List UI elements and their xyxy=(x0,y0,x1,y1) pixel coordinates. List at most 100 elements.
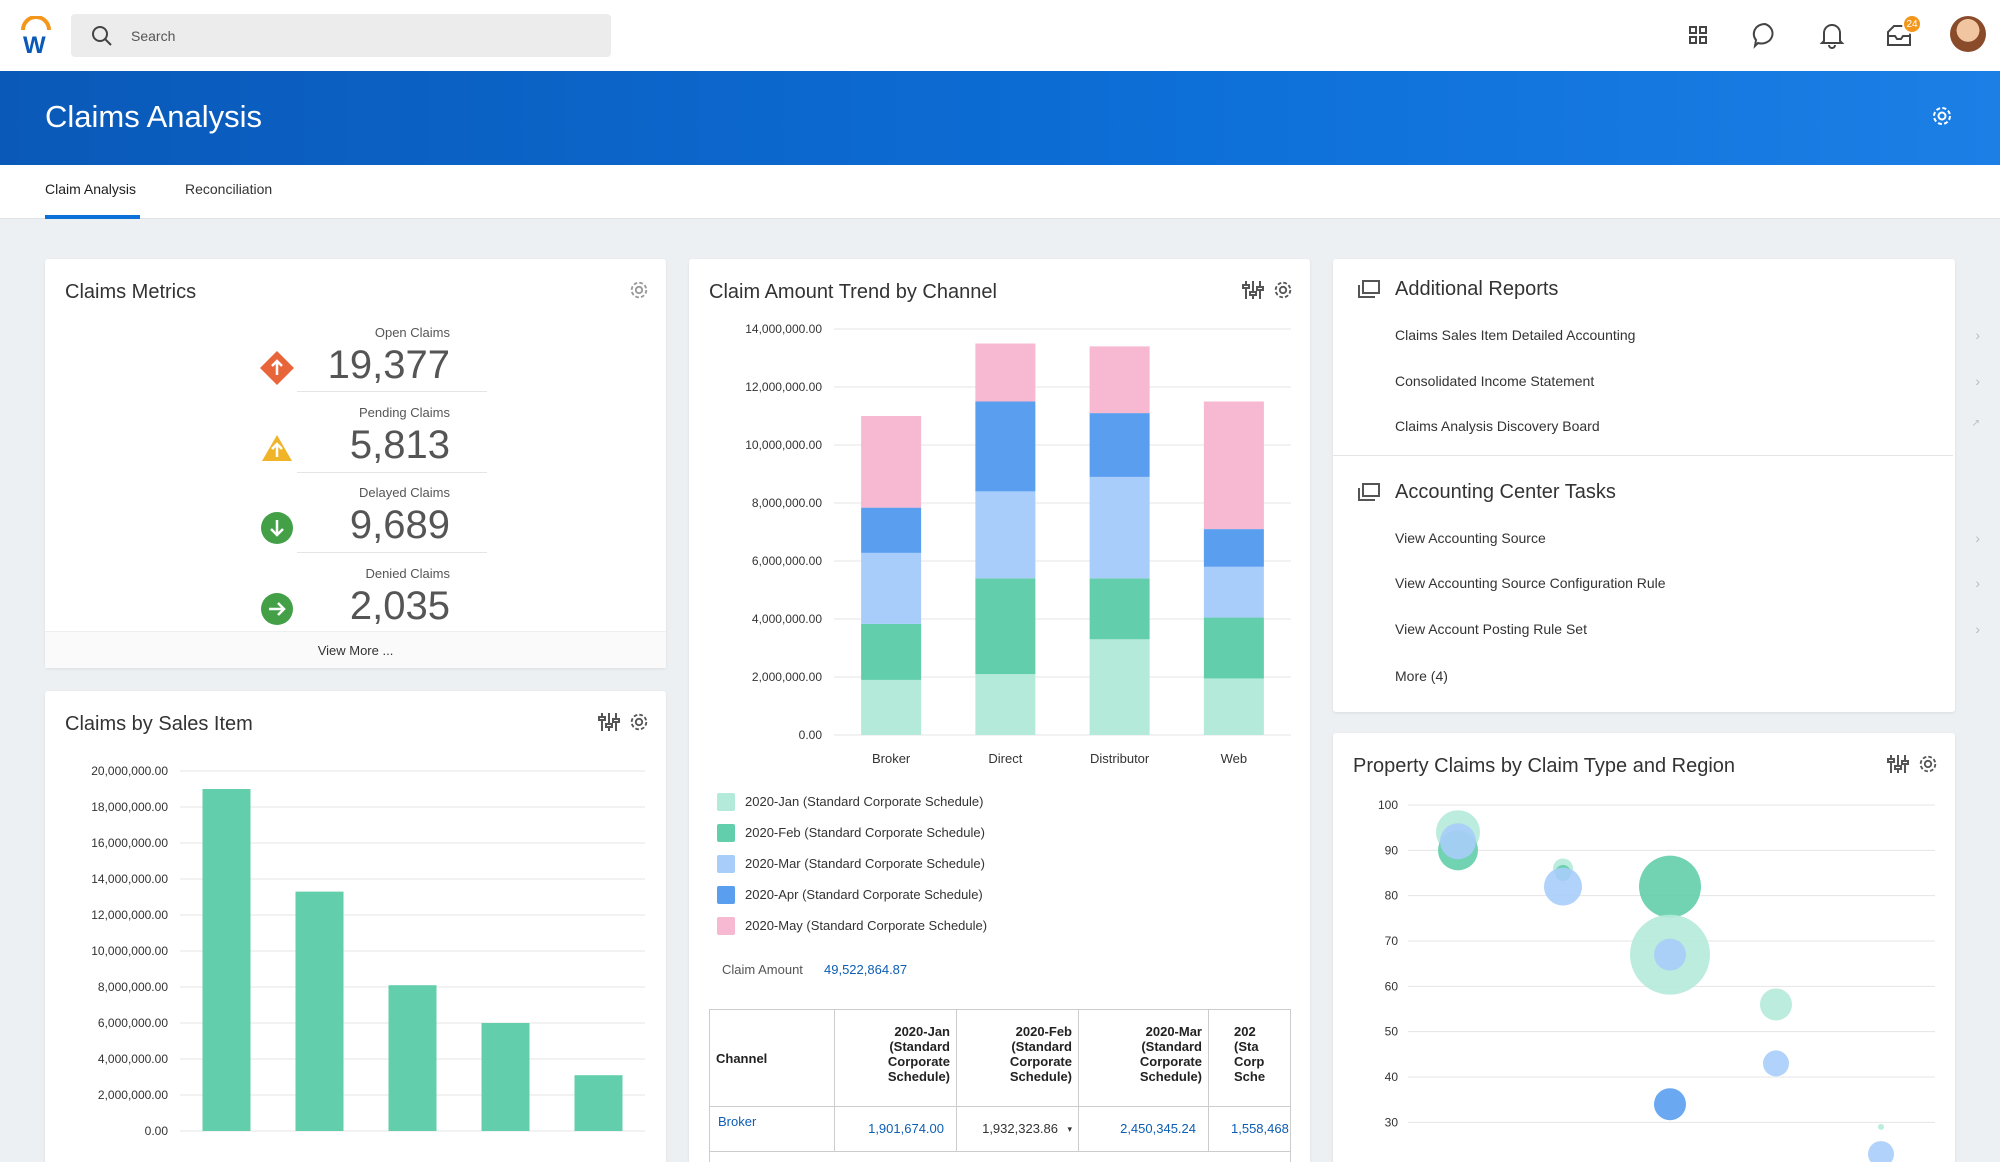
card-title: Claims by Sales Item xyxy=(65,713,253,735)
section-title: Accounting Center Tasks xyxy=(1395,481,1616,503)
arrow-down-icon xyxy=(261,512,293,544)
card-title: Property Claims by Claim Type and Region xyxy=(1353,755,1736,777)
y-tick-label: 60 xyxy=(1385,979,1399,993)
stacked-bar-segment xyxy=(1089,346,1150,414)
stacked-bar-segment xyxy=(1089,476,1150,579)
table-cell-channel[interactable]: Broker xyxy=(710,1107,835,1151)
bell-icon[interactable] xyxy=(1817,20,1847,50)
gear-icon[interactable] xyxy=(1930,104,1954,128)
claim-amount-value[interactable]: 49,522,864.87 xyxy=(824,962,908,977)
page-title: Claims Analysis xyxy=(45,99,263,134)
filter-sliders-icon[interactable] xyxy=(1242,279,1264,301)
metric-label: Delayed Claims xyxy=(358,485,450,500)
task-link[interactable]: View Accounting Source Configuration Rul… xyxy=(1395,575,1980,591)
stacked-bar-segment xyxy=(975,491,1036,579)
bubble xyxy=(1440,823,1476,860)
metric-delayed-claims[interactable]: Delayed Claims 9,689 xyxy=(255,479,450,557)
table-cell[interactable]: 1,901,674.00 xyxy=(835,1107,957,1151)
y-tick-label: 12,000,000.00 xyxy=(745,380,822,394)
y-tick-label: 8,000,000.00 xyxy=(752,496,822,510)
inbox-icon[interactable]: 24 xyxy=(1884,14,1922,50)
y-tick-label: 4,000,000.00 xyxy=(752,612,822,626)
y-tick-label: 20 xyxy=(1385,1161,1399,1162)
bar xyxy=(388,985,437,1131)
tab-claim-analysis[interactable]: Claim Analysis xyxy=(45,181,137,197)
metric-pending-claims[interactable]: Pending Claims 5,813 xyxy=(255,399,450,477)
page-header: Claims Analysis xyxy=(0,71,2000,165)
y-tick-label: 8,000,000.00 xyxy=(98,980,168,994)
y-tick-label: 70 xyxy=(1385,934,1399,948)
claim-amount-trend-card: Claim Amount Trend by Channel 0.00 2,000,… xyxy=(689,259,1310,1162)
more-tasks-link[interactable]: More (4) xyxy=(1395,668,1448,684)
bubble xyxy=(1639,855,1701,918)
report-stack-icon xyxy=(1358,280,1380,298)
tab-bar: Claim Analysis Reconciliation xyxy=(0,165,2000,219)
filter-sliders-icon[interactable] xyxy=(598,711,620,733)
task-link[interactable]: View Accounting Source › xyxy=(1395,530,1980,546)
metric-open-claims[interactable]: Open Claims 19,377 xyxy=(255,319,450,397)
task-link[interactable]: View Account Posting Rule Set › xyxy=(1395,621,1980,637)
table-cell[interactable]: 1,932,323.86 ▾ xyxy=(957,1107,1079,1151)
y-tick-label: 18,000,000.00 xyxy=(91,800,168,814)
external-link-icon: ↗ xyxy=(1971,418,1980,429)
chat-icon[interactable] xyxy=(1750,20,1780,50)
workday-logo[interactable]: W xyxy=(18,16,54,56)
search-icon xyxy=(92,26,112,46)
metric-label: Open Claims xyxy=(374,325,450,340)
avatar[interactable] xyxy=(1950,16,1986,52)
legend-label: 2020-Apr (Standard Corporate Schedule) xyxy=(745,887,983,902)
tab-reconciliation[interactable]: Reconciliation xyxy=(185,181,273,197)
column-header-channel: Channel xyxy=(710,1010,835,1107)
y-tick-label: 80 xyxy=(1385,889,1399,903)
bubble xyxy=(1654,938,1686,971)
report-stack-icon xyxy=(1358,483,1380,501)
section-title: Additional Reports xyxy=(1395,278,1559,300)
bubble xyxy=(1878,1123,1884,1130)
stacked-bar-segment xyxy=(975,578,1036,675)
y-tick-label: 2,000,000.00 xyxy=(98,1088,168,1102)
bar xyxy=(481,1023,530,1131)
table-cell[interactable]: 1,558,468. xyxy=(1209,1107,1290,1151)
arrow-right-icon xyxy=(261,593,293,625)
legend-label: 2020-Mar (Standard Corporate Schedule) xyxy=(745,856,985,871)
y-tick-label: 6,000,000.00 xyxy=(752,554,822,568)
column-header: 2020-Feb (Standard Corporate Schedule) xyxy=(957,1010,1079,1107)
gear-icon[interactable] xyxy=(1272,279,1294,301)
metric-denied-claims[interactable]: Denied Claims 2,035 xyxy=(255,560,450,638)
arrow-up-icon xyxy=(260,351,294,385)
column-header: 2020-Mar (Standard Corporate Schedule) xyxy=(1079,1010,1209,1107)
legend-label: 2020-Jan (Standard Corporate Schedule) xyxy=(745,794,984,809)
metric-label: Denied Claims xyxy=(365,566,450,581)
gear-icon[interactable] xyxy=(1917,753,1939,775)
table-cell[interactable]: 2,450,345.24 xyxy=(1079,1107,1209,1151)
top-bar: W Search 24 xyxy=(0,0,2000,71)
legend-swatch xyxy=(717,917,735,935)
y-tick-label: 100 xyxy=(1378,798,1398,812)
chevron-right-icon: › xyxy=(1975,373,1980,389)
report-link[interactable]: Consolidated Income Statement › xyxy=(1395,373,1980,389)
gear-icon[interactable] xyxy=(628,279,650,301)
apps-grid-icon[interactable] xyxy=(1683,20,1713,50)
report-link[interactable]: Claims Analysis Discovery Board ↗ xyxy=(1395,418,1980,434)
stacked-bar-segment xyxy=(1203,678,1264,735)
claims-data-table: Channel 2020-Jan (Standard Corporate Schedu… xyxy=(709,1009,1291,1162)
stacked-bar-segment xyxy=(1089,578,1150,640)
claim-amount-label: Claim Amount xyxy=(722,962,803,977)
active-tab-indicator xyxy=(45,215,140,219)
chevron-right-icon: › xyxy=(1975,327,1980,343)
bubble xyxy=(1763,1050,1789,1077)
card-title: Claim Amount Trend by Channel xyxy=(709,281,997,303)
y-tick-label: 20,000,000.00 xyxy=(91,764,168,778)
view-more-link[interactable]: View More ... xyxy=(45,631,666,668)
y-tick-label: 40 xyxy=(1385,1070,1399,1084)
property-claims-bubble-chart: 102030405060708090100 xyxy=(1378,798,1935,1162)
gear-icon[interactable] xyxy=(628,711,650,733)
filter-sliders-icon[interactable] xyxy=(1887,753,1909,775)
report-link[interactable]: Claims Sales Item Detailed Accounting › xyxy=(1395,327,1980,343)
metric-value: 19,377 xyxy=(327,343,450,387)
y-tick-label: 16,000,000.00 xyxy=(91,836,168,850)
search-input[interactable]: Search xyxy=(71,14,611,57)
property-claims-card: Property Claims by Claim Type and Region… xyxy=(1333,733,1955,1162)
y-tick-label: 10,000,000.00 xyxy=(91,944,168,958)
y-tick-label: 4,000,000.00 xyxy=(98,1052,168,1066)
